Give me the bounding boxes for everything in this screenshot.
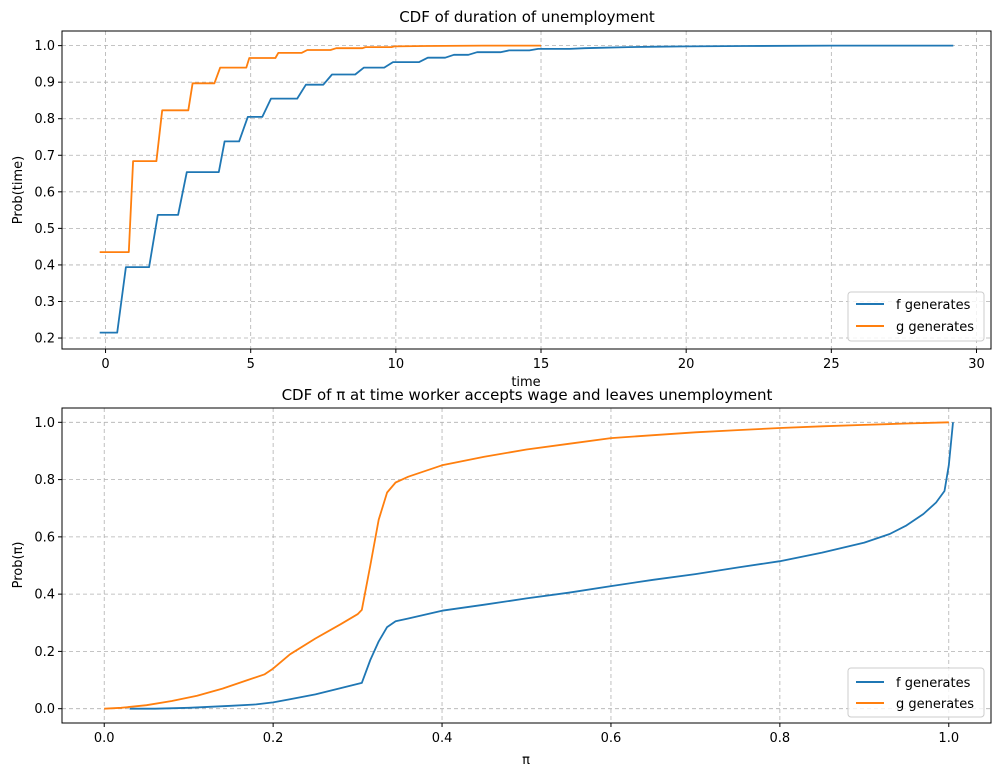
x-tick-label: 30 xyxy=(968,357,985,372)
x-tick-label: 0.8 xyxy=(770,731,791,746)
y-tick-label: 0.2 xyxy=(34,332,55,347)
x-tick-label: 15 xyxy=(533,357,550,372)
y-tick-label: 0.0 xyxy=(34,702,55,717)
legend-label-g: g generates xyxy=(896,320,974,335)
plot-frame xyxy=(61,407,992,724)
legend-box xyxy=(847,667,985,718)
y-tick-label: 0.6 xyxy=(34,185,55,200)
pi-cdf-panel: CDF of π at time worker accepts wage and… xyxy=(11,386,992,768)
legend: f generates g generates xyxy=(847,667,985,718)
legend-label-g: g generates xyxy=(896,697,974,712)
y-tick-label: 0.4 xyxy=(34,588,55,603)
duration-cdf-panel: CDF of duration of unemployment 0 5 10 15 20… xyxy=(11,8,992,390)
x-axis-label: time xyxy=(511,375,540,390)
x-axis-ticks: 0 5 10 15 20 25 30 xyxy=(101,349,985,372)
y-tick-label: 0.4 xyxy=(34,258,55,273)
x-tick-label: 25 xyxy=(823,357,840,372)
x-tick-label: 0 xyxy=(101,357,109,372)
legend: f generates g generates xyxy=(847,291,985,342)
y-tick-label: 0.2 xyxy=(34,645,55,660)
grid-lines xyxy=(62,408,991,723)
x-axis-label: π xyxy=(522,753,530,768)
y-tick-label: 0.3 xyxy=(34,295,55,310)
x-tick-label: 20 xyxy=(678,357,695,372)
legend-label-f: f generates xyxy=(896,676,971,691)
plot-area-background xyxy=(62,408,991,723)
y-axis-ticks: 0.2 0.3 0.4 0.5 0.6 0.7 0.8 0.9 1.0 xyxy=(34,39,62,347)
series-lines xyxy=(104,421,954,710)
y-axis-label: Prob(time) xyxy=(11,156,26,224)
y-tick-label: 0.9 xyxy=(34,76,55,91)
x-tick-label: 1.0 xyxy=(938,731,959,746)
y-tick-label: 0.6 xyxy=(34,530,55,545)
y-tick-label: 0.8 xyxy=(34,112,55,127)
y-tick-label: 0.7 xyxy=(34,149,55,164)
x-tick-label: 0.0 xyxy=(94,731,115,746)
x-tick-label: 10 xyxy=(388,357,405,372)
series-line-f-generates xyxy=(99,44,954,334)
x-tick-label: 5 xyxy=(247,357,255,372)
y-tick-label: 1.0 xyxy=(34,39,55,54)
x-tick-label: 0.4 xyxy=(432,731,453,746)
legend-label-f: f generates xyxy=(896,298,971,313)
y-axis-label: Prob(π) xyxy=(11,542,26,589)
plot-frame xyxy=(61,30,992,350)
series-line-g-generates xyxy=(104,421,949,710)
y-tick-label: 0.5 xyxy=(34,222,55,237)
y-tick-label: 0.8 xyxy=(34,473,55,488)
plot-area-background xyxy=(62,31,991,349)
chart-title: CDF of π at time worker accepts wage and… xyxy=(282,386,773,404)
x-tick-label: 0.6 xyxy=(601,731,622,746)
x-axis-ticks: 0.0 0.2 0.4 0.6 0.8 1.0 xyxy=(94,723,959,746)
chart-title: CDF of duration of unemployment xyxy=(399,8,655,26)
x-tick-label: 0.2 xyxy=(263,731,284,746)
y-tick-label: 1.0 xyxy=(34,416,55,431)
series-lines xyxy=(99,44,954,334)
series-line-g-generates xyxy=(99,44,541,253)
series-line-f-generates xyxy=(129,422,954,710)
y-axis-ticks: 0.0 0.2 0.4 0.6 0.8 1.0 xyxy=(34,416,62,717)
